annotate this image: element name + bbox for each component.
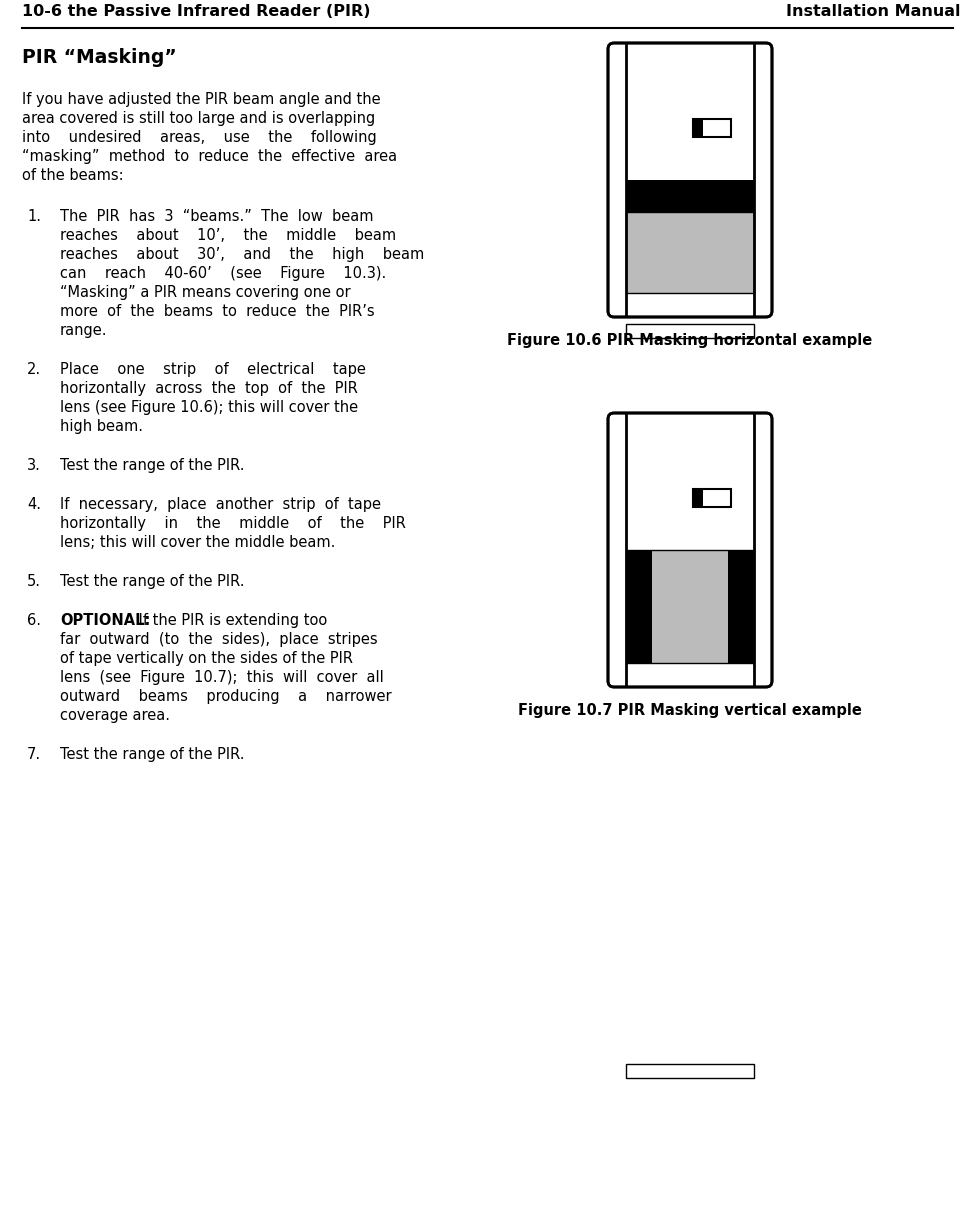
Text: Place    one    strip    of    electrical    tape: Place one strip of electrical tape xyxy=(60,363,366,377)
Text: horizontally    in    the    middle    of    the    PIR: horizontally in the middle of the PIR xyxy=(60,516,406,530)
Bar xyxy=(692,489,731,507)
Text: 4.: 4. xyxy=(27,497,41,512)
Text: Installation Manual: Installation Manual xyxy=(786,4,960,20)
Text: 6.: 6. xyxy=(27,612,41,628)
Text: 3.: 3. xyxy=(27,458,41,473)
Bar xyxy=(626,550,651,664)
Text: The  PIR  has  3  “beams.”  The  low  beam: The PIR has 3 “beams.” The low beam xyxy=(60,209,373,224)
Text: of the beams:: of the beams: xyxy=(22,168,124,183)
Text: 1.: 1. xyxy=(27,209,41,224)
Text: Figure 10.7 PIR Masking vertical example: Figure 10.7 PIR Masking vertical example xyxy=(518,703,862,718)
Text: 5.: 5. xyxy=(27,575,41,589)
Text: Test the range of the PIR.: Test the range of the PIR. xyxy=(60,747,245,762)
Text: If  necessary,  place  another  strip  of  tape: If necessary, place another strip of tap… xyxy=(60,497,381,512)
Text: into    undesired    areas,    use    the    following: into undesired areas, use the following xyxy=(22,130,376,145)
Text: horizontally  across  the  top  of  the  PIR: horizontally across the top of the PIR xyxy=(60,381,358,396)
Text: reaches    about    30’,    and    the    high    beam: reaches about 30’, and the high beam xyxy=(60,247,424,262)
Text: PIR “Masking”: PIR “Masking” xyxy=(22,48,176,67)
Text: far  outward  (to  the  sides),  place  stripes: far outward (to the sides), place stripe… xyxy=(60,632,377,647)
Bar xyxy=(626,550,754,664)
FancyBboxPatch shape xyxy=(608,413,772,687)
Text: of tape vertically on the sides of the PIR: of tape vertically on the sides of the P… xyxy=(60,650,353,666)
Text: lens  (see  Figure  10.7);  this  will  cover  all: lens (see Figure 10.7); this will cover … xyxy=(60,670,384,685)
Bar xyxy=(626,180,754,212)
Text: range.: range. xyxy=(60,323,107,338)
Text: outward    beams    producing    a    narrower: outward beams producing a narrower xyxy=(60,688,392,704)
Text: more  of  the  beams  to  reduce  the  PIR’s: more of the beams to reduce the PIR’s xyxy=(60,304,374,318)
Text: If you have adjusted the PIR beam angle and the: If you have adjusted the PIR beam angle … xyxy=(22,92,380,107)
Text: 7.: 7. xyxy=(27,747,41,762)
Text: “masking”  method  to  reduce  the  effective  area: “masking” method to reduce the effective… xyxy=(22,149,397,164)
Text: 2.: 2. xyxy=(27,363,41,377)
Bar xyxy=(692,119,731,137)
Text: can    reach    40-60’    (see    Figure    10.3).: can reach 40-60’ (see Figure 10.3). xyxy=(60,266,386,281)
FancyBboxPatch shape xyxy=(608,43,772,317)
Text: area covered is still too large and is overlapping: area covered is still too large and is o… xyxy=(22,111,375,126)
Text: Test the range of the PIR.: Test the range of the PIR. xyxy=(60,458,245,473)
Text: If the PIR is extending too: If the PIR is extending too xyxy=(134,612,328,628)
Text: Test the range of the PIR.: Test the range of the PIR. xyxy=(60,575,245,589)
Text: “Masking” a PIR means covering one or: “Masking” a PIR means covering one or xyxy=(60,285,351,300)
Bar xyxy=(692,119,703,137)
Bar xyxy=(626,1063,754,1078)
Text: high beam.: high beam. xyxy=(60,419,143,434)
Text: reaches    about    10’,    the    middle    beam: reaches about 10’, the middle beam xyxy=(60,228,396,243)
Text: lens; this will cover the middle beam.: lens; this will cover the middle beam. xyxy=(60,535,335,550)
Text: OPTIONAL:: OPTIONAL: xyxy=(60,612,150,628)
Text: 10-6 the Passive Infrared Reader (PIR): 10-6 the Passive Infrared Reader (PIR) xyxy=(22,4,370,20)
Bar xyxy=(728,550,754,664)
Bar xyxy=(692,489,703,507)
Bar xyxy=(626,212,754,294)
Text: Figure 10.6 PIR Masking horizontal example: Figure 10.6 PIR Masking horizontal examp… xyxy=(507,333,873,348)
Text: coverage area.: coverage area. xyxy=(60,708,170,723)
Bar xyxy=(626,323,754,338)
Text: lens (see Figure 10.6); this will cover the: lens (see Figure 10.6); this will cover … xyxy=(60,401,358,415)
